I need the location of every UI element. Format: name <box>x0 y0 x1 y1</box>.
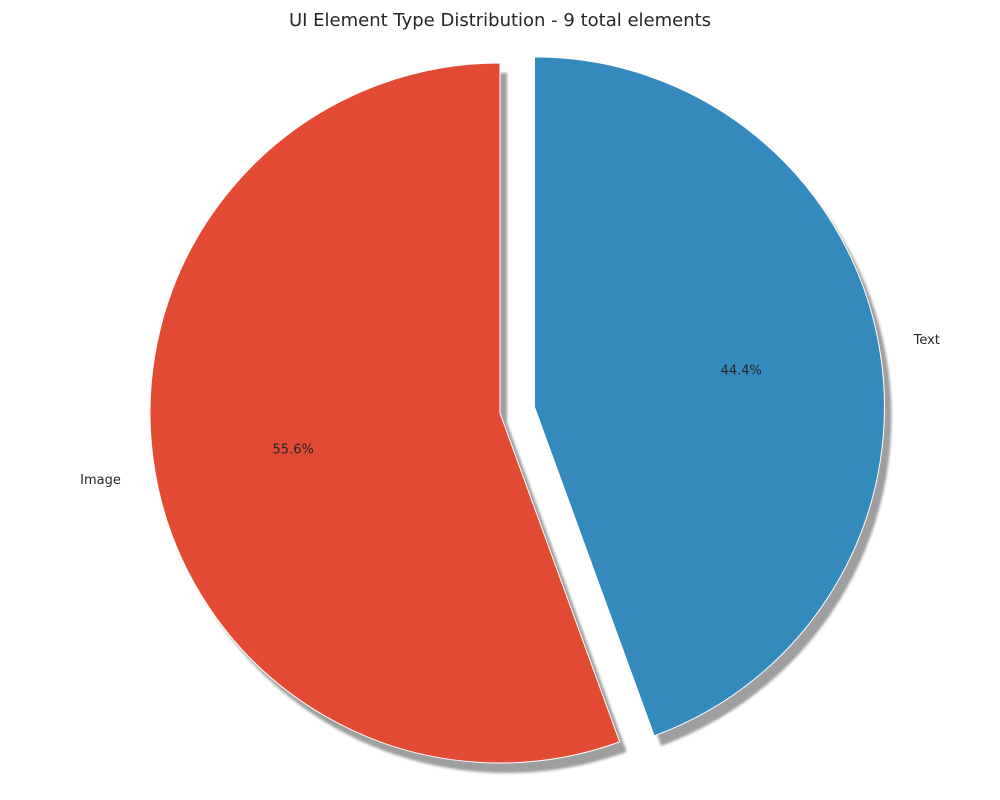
pie-slice-text <box>533 56 885 737</box>
slice-percent-text: 44.4% <box>721 363 762 378</box>
pie-slice-image <box>149 62 621 764</box>
slice-label-image: Image <box>80 473 121 488</box>
slice-label-text: Text <box>913 333 940 348</box>
pie-labels: Image 55.6% Text 44.4% <box>80 333 940 488</box>
pie-slices <box>149 56 885 764</box>
slice-percent-image: 55.6% <box>273 442 314 457</box>
chart-title: UI Element Type Distribution - 9 total e… <box>288 10 712 31</box>
